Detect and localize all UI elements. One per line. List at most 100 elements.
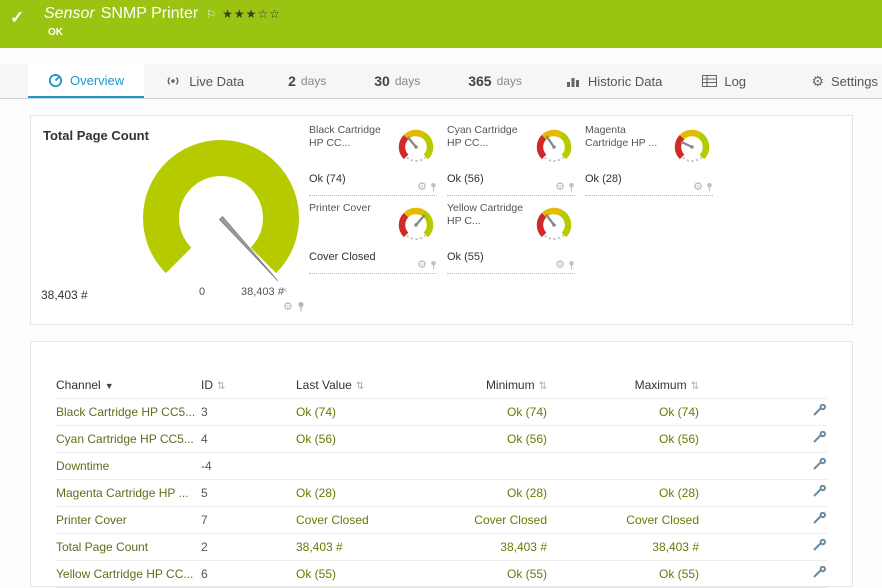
- gauge-card-magenta-cartridge: Magenta Cartridge HP ... Ok (28) ⚙: [585, 124, 713, 196]
- tab-30-days[interactable]: 30 days: [350, 64, 444, 98]
- pin-icon[interactable]: [430, 260, 437, 270]
- table-row: Black Cartridge HP CC5... 3 Ok (74) Ok (…: [56, 399, 827, 426]
- column-header-minimum[interactable]: Minimum⇅: [426, 378, 547, 392]
- last-value: Ok (28): [296, 486, 426, 500]
- live-data-icon: [164, 74, 182, 88]
- tab-30-days-number: 30: [374, 73, 390, 89]
- mini-gauge: [533, 204, 575, 246]
- tab-settings[interactable]: ⚙ Settings: [791, 64, 882, 98]
- mini-gauge: [671, 126, 713, 168]
- tab-overview[interactable]: Overview: [28, 64, 144, 98]
- maximum-value: Ok (55): [547, 567, 699, 581]
- tab-2-days-unit: days: [301, 74, 326, 88]
- minimum-value: Ok (55): [426, 567, 547, 581]
- channel-settings-icon[interactable]: [812, 485, 827, 498]
- gauge-icon: [48, 73, 63, 88]
- table-row: Magenta Cartridge HP ... 5 Ok (28) Ok (2…: [56, 480, 827, 507]
- channel-settings-icon[interactable]: [812, 404, 827, 417]
- tab-2-days[interactable]: 2 days: [264, 64, 350, 98]
- maximum-value: Ok (28): [547, 486, 699, 500]
- channel-settings-icon[interactable]: [812, 512, 827, 525]
- tab-30-days-unit: days: [395, 74, 420, 88]
- maximum-value: Cover Closed: [547, 513, 699, 527]
- maximum-value: Ok (56): [547, 432, 699, 446]
- last-value: Ok (74): [296, 405, 426, 419]
- gear-icon: ⚙: [811, 73, 824, 90]
- pin-icon[interactable]: [568, 182, 575, 192]
- tab-historic-data-label: Historic Data: [588, 74, 662, 89]
- channel-id: 6: [201, 567, 296, 581]
- mini-gauge: [395, 126, 437, 168]
- channel-link[interactable]: Cyan Cartridge HP CC5...: [56, 432, 201, 446]
- gear-icon[interactable]: ⚙: [417, 258, 427, 271]
- table-header-row: Channel▼ ID⇅ Last Value⇅ Minimum⇅ Maximu…: [56, 372, 827, 399]
- channel-id: 2: [201, 540, 296, 554]
- gauges-panel: Total Page Count × 38,403 # 0 38,403 # ⚙…: [30, 115, 853, 325]
- minimum-value: Ok (28): [426, 486, 547, 500]
- column-header-channel[interactable]: Channel▼: [56, 378, 201, 392]
- gauge-card-black-cartridge: Black Cartridge HP CC... Ok (74) ⚙: [309, 124, 437, 196]
- mini-gauge: [395, 204, 437, 246]
- channel-link[interactable]: Printer Cover: [56, 513, 201, 527]
- last-value: Cover Closed: [296, 513, 426, 527]
- table-row: Yellow Cartridge HP CC... 6 Ok (55) Ok (…: [56, 561, 827, 588]
- gauge-card-printer-cover: Printer Cover Cover Closed ⚙: [309, 202, 437, 274]
- tab-overview-label: Overview: [70, 73, 124, 88]
- pin-icon[interactable]: [297, 301, 305, 312]
- tab-2-days-number: 2: [288, 73, 296, 89]
- main-gauge-value: 38,403 #: [41, 288, 88, 302]
- channel-settings-icon[interactable]: [812, 431, 827, 444]
- column-header-id[interactable]: ID⇅: [201, 378, 296, 392]
- status-check-icon: ✓: [10, 8, 24, 28]
- gauge-card-value: Ok (28): [585, 173, 622, 185]
- sort-icon: ⇅: [217, 381, 225, 392]
- pin-icon[interactable]: [430, 182, 437, 192]
- channel-link[interactable]: Yellow Cartridge HP CC...: [56, 567, 201, 581]
- channel-id: -4: [201, 459, 296, 473]
- tab-365-days-number: 365: [468, 73, 491, 89]
- channel-link[interactable]: Black Cartridge HP CC5...: [56, 405, 201, 419]
- table-row: Downtime -4: [56, 453, 827, 480]
- last-value: 38,403 #: [296, 540, 426, 554]
- column-header-last-value[interactable]: Last Value⇅: [296, 378, 426, 392]
- maximum-value: 38,403 #: [547, 540, 699, 554]
- tab-365-days[interactable]: 365 days: [444, 64, 546, 98]
- page-title: SNMP Printer: [101, 5, 199, 23]
- tab-365-days-unit: days: [497, 74, 522, 88]
- gear-icon[interactable]: ⚙: [417, 180, 427, 193]
- gear-icon[interactable]: ⚙: [693, 180, 703, 193]
- log-list-icon: [702, 75, 717, 87]
- column-header-maximum[interactable]: Maximum⇅: [547, 378, 699, 392]
- gauge-scale-max: 38,403 #: [241, 286, 284, 298]
- gauge-card-value: Ok (55): [447, 251, 484, 263]
- tab-live-data[interactable]: Live Data: [144, 64, 264, 98]
- stars-empty: ☆☆: [257, 7, 281, 21]
- sort-icon: ⇅: [539, 381, 547, 392]
- flag-icon[interactable]: ⚐: [206, 8, 216, 21]
- channel-link[interactable]: Magenta Cartridge HP ...: [56, 486, 201, 500]
- channel-settings-icon[interactable]: [812, 539, 827, 552]
- gear-icon[interactable]: ⚙: [555, 258, 565, 271]
- minimum-value: 38,403 #: [426, 540, 547, 554]
- table-row: Total Page Count 2 38,403 # 38,403 # 38,…: [56, 534, 827, 561]
- channel-link[interactable]: Total Page Count: [56, 540, 201, 554]
- tab-historic-data[interactable]: Historic Data: [546, 64, 682, 98]
- channel-settings-icon[interactable]: [812, 458, 827, 471]
- channel-id: 7: [201, 513, 296, 527]
- priority-stars[interactable]: ★★★☆☆: [222, 7, 281, 21]
- gear-icon[interactable]: ⚙: [555, 180, 565, 193]
- minimum-value: Ok (56): [426, 432, 547, 446]
- pin-icon[interactable]: [706, 182, 713, 192]
- gauge-settings-gear-icon[interactable]: ⚙: [283, 300, 293, 313]
- sort-desc-icon: ▼: [105, 381, 114, 391]
- total-page-count-gauge: ×: [126, 130, 316, 308]
- channel-settings-icon[interactable]: [812, 566, 827, 579]
- gauge-card-cyan-cartridge: Cyan Cartridge HP CC... Ok (56) ⚙: [447, 124, 575, 196]
- gauge-card-value: Ok (74): [309, 173, 346, 185]
- channel-link[interactable]: Downtime: [56, 459, 201, 473]
- tab-log[interactable]: Log: [682, 64, 766, 98]
- small-gauges-grid: Black Cartridge HP CC... Ok (74) ⚙ Cyan …: [309, 124, 846, 280]
- pin-icon[interactable]: [568, 260, 575, 270]
- object-type-label: Sensor: [44, 5, 95, 23]
- table-row: Cyan Cartridge HP CC5... 4 Ok (56) Ok (5…: [56, 426, 827, 453]
